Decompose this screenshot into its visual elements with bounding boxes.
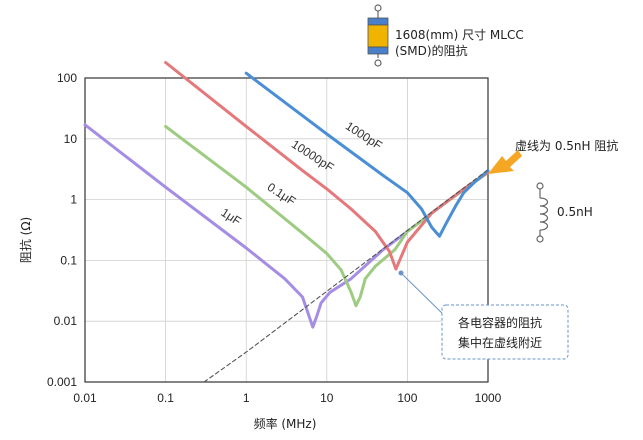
x-tick-label: 100 — [397, 391, 417, 405]
x-tick-label: 1 — [243, 391, 250, 405]
callout-dot — [398, 270, 404, 276]
y-tick-label: 10 — [64, 132, 78, 146]
series-line-0.1μF — [164, 124, 490, 308]
y-tick-label: 0.1 — [60, 253, 77, 267]
series-label-1000pF: 1000pF — [343, 119, 385, 153]
y-tick-label: 1 — [70, 193, 77, 207]
callout-box — [441, 304, 569, 360]
series-label-10000pF: 10000pF — [289, 137, 336, 175]
series-line-1000pF — [244, 71, 490, 238]
callout-line2: 集中在虚线附近 — [458, 335, 542, 350]
callout-leader — [400, 272, 448, 319]
plot-frame — [84, 77, 489, 383]
x-tick-label: 0.01 — [73, 391, 97, 405]
series-line-10000pF — [164, 61, 490, 271]
series-label-1μF: 1μF — [218, 205, 243, 228]
y-tick-label: 0.01 — [54, 314, 78, 328]
x-tick-label: 0.1 — [157, 391, 174, 405]
capacitor-icon — [367, 4, 389, 67]
y-tick-labels: 0.001 0.01 0.1 1 10 100 — [47, 71, 77, 389]
x-tick-label: 1000 — [475, 391, 502, 405]
arrow-icon — [488, 150, 522, 174]
y-tick-label: 0.001 — [47, 375, 77, 389]
inductor-label: 0.5nH — [557, 205, 593, 219]
y-axis-title: 阻抗 (Ω) — [18, 217, 33, 263]
series-line-0.5nH — [203, 169, 489, 383]
curves — [83, 61, 490, 383]
component-title-line1: 1608(mm) 尺寸 MLCC — [395, 28, 524, 42]
component-title-line2: (SMD)的阻抗 — [395, 43, 468, 58]
inductor-icon — [536, 182, 549, 243]
series-label-0.1μF: 0.1μF — [265, 180, 299, 209]
callout-line1: 各电容器的阻抗 — [458, 315, 542, 330]
grid — [84, 77, 489, 383]
x-axis-title: 频率 (MHz) — [254, 416, 317, 431]
y-tick-label: 100 — [57, 71, 77, 85]
series-line-1μF — [83, 123, 490, 329]
x-tick-labels: 0.01 0.1 1 10 100 1000 — [73, 391, 501, 405]
dashed-line-note: 虚线为 0.5nH 阻抗 — [515, 138, 618, 153]
x-tick-label: 10 — [320, 391, 334, 405]
